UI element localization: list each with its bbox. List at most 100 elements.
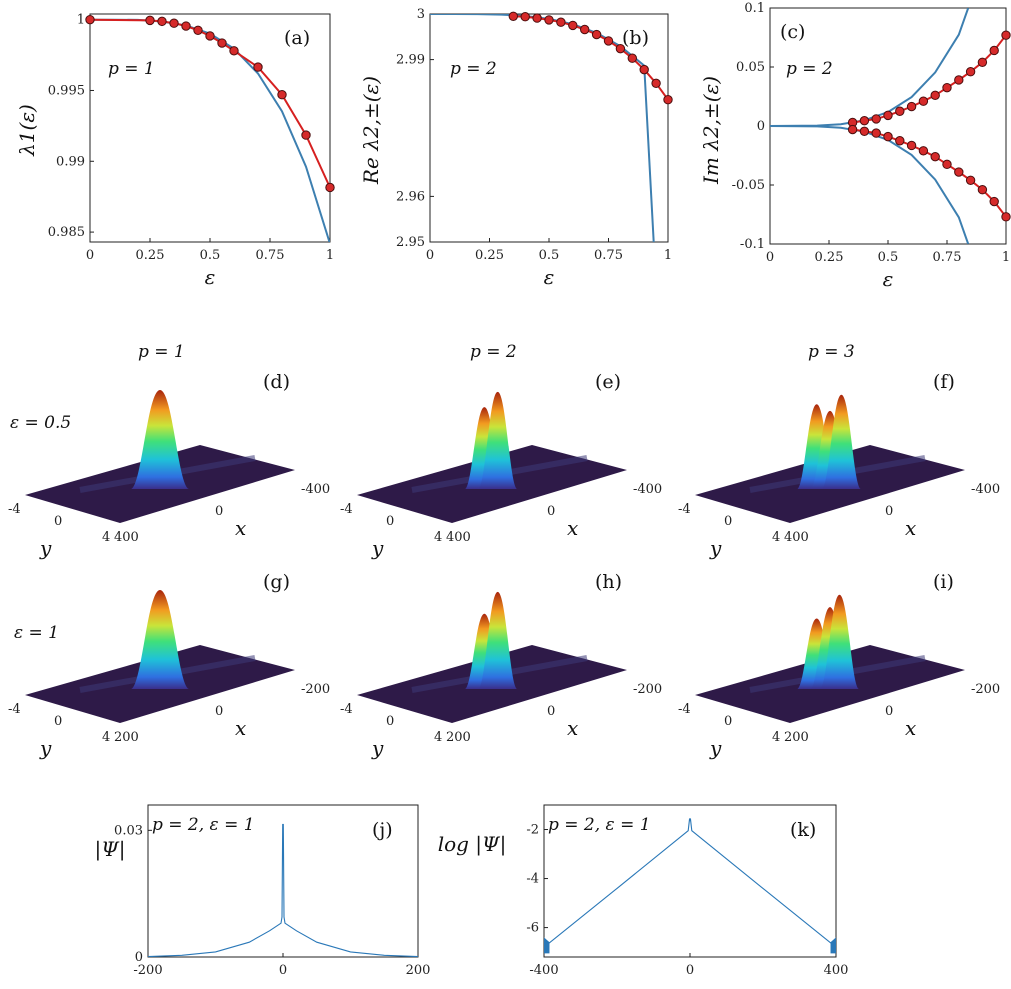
data-point (871, 128, 881, 138)
data-point (145, 15, 155, 26)
data-point (965, 175, 976, 185)
surface-h: -4 0 4 200 0 -200 y x (h) (340, 571, 662, 760)
surface-g: -4 0 4 200 0 -200 y x (g) (8, 571, 330, 760)
data-point (989, 45, 999, 56)
y-tick-label: -4 (678, 702, 691, 717)
y-axis-label: |Ψ| (94, 837, 125, 862)
panel-label: (e) (595, 371, 621, 393)
chart-c: 0 0.25 0.5 0.75 1 0.1 0.05 0 -0.05 -0.1 ε Im λ2,±(ε… (699, 1, 1011, 291)
chart-annotation: p = 2 (786, 59, 833, 79)
x-tick-label: 0 (547, 704, 555, 719)
y-axis-label: y (371, 736, 384, 760)
y-tick-label: 4 (434, 730, 442, 745)
data-point (85, 14, 95, 25)
data-point (859, 115, 870, 126)
y-tick-label: 0 (386, 514, 394, 529)
surface-f: -4 0 4 400 0 -400 y x (f) p = 3 (678, 342, 1000, 560)
y-tick-label: 1 (77, 13, 85, 28)
data-point (954, 75, 964, 85)
y-axis-label: y (39, 536, 52, 560)
data-point (906, 140, 917, 151)
x-tick-label: -400 (301, 482, 330, 497)
data-point (205, 31, 215, 41)
data-point (906, 101, 917, 112)
data-point (591, 29, 602, 40)
data-point (556, 17, 566, 27)
surface-peak (822, 394, 861, 489)
y-axis-label: Im λ2,±(ε) (699, 76, 723, 185)
surface-e: -4 0 4 400 0 -400 y x (e) p = 2 (340, 342, 662, 560)
data-point (325, 182, 335, 193)
x-axis-label: x (277, 980, 288, 989)
row-label-eps-one: ε = 1 (14, 623, 59, 643)
p-label: p = 2 (470, 342, 517, 362)
panel-label: (i) (933, 571, 954, 593)
x-axis-label: x (567, 516, 578, 540)
chart-annotation: p = 2, ε = 1 (548, 815, 651, 835)
data-point (580, 24, 590, 35)
data-point (1001, 30, 1011, 40)
x-tick-label: 0 (426, 248, 434, 263)
x-tick-label: 400 (446, 530, 471, 545)
data-point (169, 18, 179, 28)
series-line-profile (148, 823, 418, 957)
x-tick-label: 400 (114, 530, 139, 545)
panel-label: (g) (263, 571, 290, 593)
x-tick-label: 0.75 (933, 250, 962, 265)
data-point (965, 67, 976, 77)
data-point (639, 64, 649, 75)
data-point (181, 21, 191, 31)
x-tick-label: 0 (885, 704, 893, 719)
data-point (301, 130, 311, 140)
y-axis-label: λ1(ε) (15, 104, 39, 157)
surface-peak (131, 390, 189, 489)
y-axis-label: log |Ψ| (438, 832, 507, 857)
x-tick-label: 200 (114, 730, 139, 745)
y-tick-label: 0.05 (736, 60, 765, 75)
panel-label: (d) (263, 371, 290, 393)
data-point (989, 196, 999, 207)
surface-peak (478, 391, 517, 489)
x-tick-label: 0 (215, 504, 223, 519)
x-tick-label: 0 (86, 248, 94, 263)
data-point (508, 11, 518, 21)
y-tick-label: 0.985 (48, 225, 85, 240)
y-tick-label: 0 (757, 119, 765, 134)
y-axis-label: y (709, 536, 722, 560)
x-axis-label: x (905, 516, 916, 540)
y-tick-label: 0.03 (114, 823, 143, 838)
x-axis-label: x (235, 716, 246, 740)
data-point (544, 15, 554, 25)
surface-peak (131, 590, 189, 689)
chart-b: 0 0.25 0.5 0.75 1 3 2.99 2.96 2.95 ε Re λ2,±(ε) p =… (359, 7, 673, 289)
data-point (859, 126, 870, 137)
data-point (930, 151, 940, 162)
surface-peak (478, 591, 517, 689)
y-tick-label: 0 (54, 714, 62, 729)
x-tick-label: 200 (406, 963, 431, 978)
y-tick-label: 0.995 (48, 83, 85, 98)
data-point (977, 185, 988, 195)
data-point (930, 90, 940, 101)
data-point (520, 12, 530, 22)
x-tick-label: 1 (326, 248, 334, 263)
x-axis-label: x (567, 716, 578, 740)
x-tick-label: 0.5 (200, 248, 221, 263)
data-point (157, 16, 167, 27)
y-tick-label: 0.99 (56, 154, 85, 169)
y-axis-label: y (709, 736, 722, 760)
x-axis-label: ε (883, 267, 894, 291)
chart-k: -400 0 400 -2 -4 -6 x log |Ψ| p = 2, ε = 1 (k) (438, 804, 848, 989)
panel-label: (k) (790, 819, 816, 841)
surface-i: -4 0 4 200 0 -200 y x (i) (678, 571, 1000, 760)
panel-label: (f) (933, 371, 955, 393)
y-tick-label: 0 (54, 514, 62, 529)
panel-label: (j) (372, 819, 393, 841)
data-point (627, 53, 637, 63)
x-tick-label: 0 (766, 250, 774, 265)
x-tick-label: -200 (633, 682, 662, 697)
panel-label: (c) (780, 21, 805, 43)
series-line-asymptotic (90, 18, 330, 242)
